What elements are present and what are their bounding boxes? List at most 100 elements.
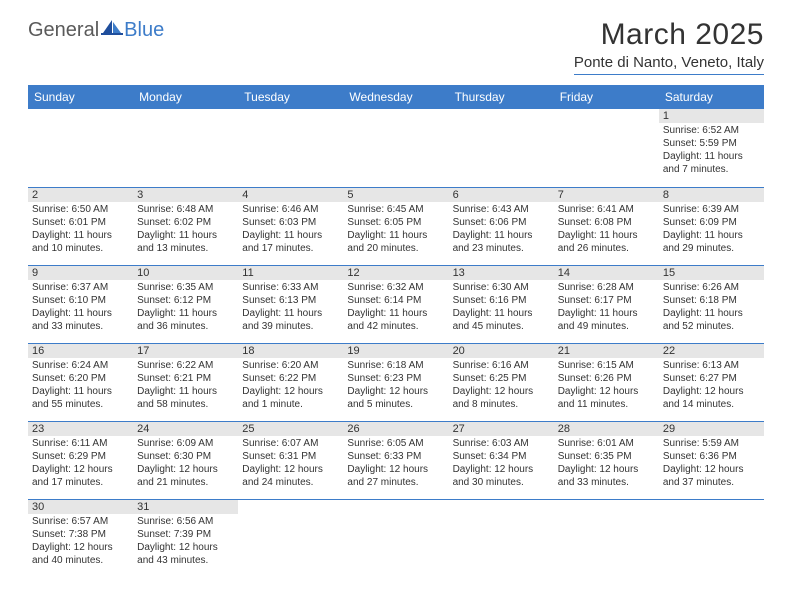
sunset-text: Sunset: 6:34 PM	[453, 450, 550, 463]
day-details: Sunrise: 6:50 AMSunset: 6:01 PMDaylight:…	[28, 202, 133, 257]
day-number: 18	[238, 344, 343, 358]
day-details: Sunrise: 6:13 AMSunset: 6:27 PMDaylight:…	[659, 358, 764, 413]
calendar-cell: .	[238, 109, 343, 187]
title-block: March 2025 Ponte di Nanto, Veneto, Italy	[574, 18, 764, 75]
sunset-text: Sunset: 6:35 PM	[558, 450, 655, 463]
daylight-text: Daylight: 12 hours and 14 minutes.	[663, 385, 760, 411]
daylight-text: Daylight: 12 hours and 8 minutes.	[453, 385, 550, 411]
daylight-text: Daylight: 12 hours and 37 minutes.	[663, 463, 760, 489]
sunset-text: Sunset: 6:16 PM	[453, 294, 550, 307]
calendar-cell: 14Sunrise: 6:28 AMSunset: 6:17 PMDayligh…	[554, 265, 659, 343]
day-details: Sunrise: 6:01 AMSunset: 6:35 PMDaylight:…	[554, 436, 659, 491]
day-details: Sunrise: 6:32 AMSunset: 6:14 PMDaylight:…	[343, 280, 448, 335]
sunrise-text: Sunrise: 6:15 AM	[558, 359, 655, 372]
day-number: 25	[238, 422, 343, 436]
logo-text-blue: Blue	[124, 19, 164, 42]
day-number: 28	[554, 422, 659, 436]
day-number: 30	[28, 500, 133, 514]
calendar-table: SundayMondayTuesdayWednesdayThursdayFrid…	[28, 85, 764, 577]
day-details: Sunrise: 6:15 AMSunset: 6:26 PMDaylight:…	[554, 358, 659, 413]
sunrise-text: Sunrise: 6:57 AM	[32, 515, 129, 528]
sunrise-text: Sunrise: 6:46 AM	[242, 203, 339, 216]
sunset-text: Sunset: 6:12 PM	[137, 294, 234, 307]
day-number: 17	[133, 344, 238, 358]
day-number: 19	[343, 344, 448, 358]
sunset-text: Sunset: 5:59 PM	[663, 137, 760, 150]
calendar-week-row: ......1Sunrise: 6:52 AMSunset: 5:59 PMDa…	[28, 109, 764, 187]
day-number: 8	[659, 188, 764, 202]
calendar-cell: .	[133, 109, 238, 187]
day-details: Sunrise: 6:57 AMSunset: 7:38 PMDaylight:…	[28, 514, 133, 569]
sunrise-text: Sunrise: 6:05 AM	[347, 437, 444, 450]
daylight-text: Daylight: 12 hours and 11 minutes.	[558, 385, 655, 411]
sunrise-text: Sunrise: 6:16 AM	[453, 359, 550, 372]
day-details: Sunrise: 6:24 AMSunset: 6:20 PMDaylight:…	[28, 358, 133, 413]
sunrise-text: Sunrise: 6:39 AM	[663, 203, 760, 216]
month-title: March 2025	[574, 18, 764, 52]
daylight-text: Daylight: 11 hours and 52 minutes.	[663, 307, 760, 333]
sunset-text: Sunset: 6:05 PM	[347, 216, 444, 229]
calendar-cell: .	[449, 499, 554, 577]
weekday-header: Monday	[133, 85, 238, 109]
daylight-text: Daylight: 11 hours and 49 minutes.	[558, 307, 655, 333]
day-number: 31	[133, 500, 238, 514]
day-details: Sunrise: 6:35 AMSunset: 6:12 PMDaylight:…	[133, 280, 238, 335]
day-number: 13	[449, 266, 554, 280]
calendar-cell: 22Sunrise: 6:13 AMSunset: 6:27 PMDayligh…	[659, 343, 764, 421]
day-details: Sunrise: 6:05 AMSunset: 6:33 PMDaylight:…	[343, 436, 448, 491]
calendar-cell: 7Sunrise: 6:41 AMSunset: 6:08 PMDaylight…	[554, 187, 659, 265]
calendar-cell: 18Sunrise: 6:20 AMSunset: 6:22 PMDayligh…	[238, 343, 343, 421]
calendar-cell: 13Sunrise: 6:30 AMSunset: 6:16 PMDayligh…	[449, 265, 554, 343]
daylight-text: Daylight: 11 hours and 33 minutes.	[32, 307, 129, 333]
calendar-cell: 9Sunrise: 6:37 AMSunset: 6:10 PMDaylight…	[28, 265, 133, 343]
sunrise-text: Sunrise: 5:59 AM	[663, 437, 760, 450]
day-number: 27	[449, 422, 554, 436]
sunset-text: Sunset: 6:06 PM	[453, 216, 550, 229]
sunset-text: Sunset: 6:26 PM	[558, 372, 655, 385]
sunset-text: Sunset: 6:20 PM	[32, 372, 129, 385]
day-number: 5	[343, 188, 448, 202]
sunset-text: Sunset: 6:31 PM	[242, 450, 339, 463]
calendar-cell: 30Sunrise: 6:57 AMSunset: 7:38 PMDayligh…	[28, 499, 133, 577]
day-number: 4	[238, 188, 343, 202]
sunset-text: Sunset: 6:21 PM	[137, 372, 234, 385]
day-number: 22	[659, 344, 764, 358]
sunrise-text: Sunrise: 6:35 AM	[137, 281, 234, 294]
daylight-text: Daylight: 11 hours and 20 minutes.	[347, 229, 444, 255]
day-details: Sunrise: 6:41 AMSunset: 6:08 PMDaylight:…	[554, 202, 659, 257]
calendar-cell: 8Sunrise: 6:39 AMSunset: 6:09 PMDaylight…	[659, 187, 764, 265]
sunset-text: Sunset: 6:14 PM	[347, 294, 444, 307]
calendar-week-row: 9Sunrise: 6:37 AMSunset: 6:10 PMDaylight…	[28, 265, 764, 343]
calendar-cell: 31Sunrise: 6:56 AMSunset: 7:39 PMDayligh…	[133, 499, 238, 577]
calendar-cell: .	[554, 109, 659, 187]
calendar-cell: 26Sunrise: 6:05 AMSunset: 6:33 PMDayligh…	[343, 421, 448, 499]
sunset-text: Sunset: 6:17 PM	[558, 294, 655, 307]
sunrise-text: Sunrise: 6:11 AM	[32, 437, 129, 450]
daylight-text: Daylight: 11 hours and 7 minutes.	[663, 150, 760, 176]
location: Ponte di Nanto, Veneto, Italy	[574, 54, 764, 75]
day-details: Sunrise: 6:18 AMSunset: 6:23 PMDaylight:…	[343, 358, 448, 413]
day-number: 10	[133, 266, 238, 280]
day-number: 1	[659, 109, 764, 123]
calendar-cell: 25Sunrise: 6:07 AMSunset: 6:31 PMDayligh…	[238, 421, 343, 499]
day-number: 6	[449, 188, 554, 202]
daylight-text: Daylight: 11 hours and 39 minutes.	[242, 307, 339, 333]
calendar-cell: 1Sunrise: 6:52 AMSunset: 5:59 PMDaylight…	[659, 109, 764, 187]
weekday-header: Sunday	[28, 85, 133, 109]
sunset-text: Sunset: 6:13 PM	[242, 294, 339, 307]
day-number: 2	[28, 188, 133, 202]
calendar-cell: 10Sunrise: 6:35 AMSunset: 6:12 PMDayligh…	[133, 265, 238, 343]
calendar-cell: .	[449, 109, 554, 187]
sunrise-text: Sunrise: 6:13 AM	[663, 359, 760, 372]
weekday-header: Friday	[554, 85, 659, 109]
day-details: Sunrise: 6:03 AMSunset: 6:34 PMDaylight:…	[449, 436, 554, 491]
day-details: Sunrise: 6:43 AMSunset: 6:06 PMDaylight:…	[449, 202, 554, 257]
day-number: 20	[449, 344, 554, 358]
calendar-cell: 28Sunrise: 6:01 AMSunset: 6:35 PMDayligh…	[554, 421, 659, 499]
day-details: Sunrise: 6:30 AMSunset: 6:16 PMDaylight:…	[449, 280, 554, 335]
sunset-text: Sunset: 6:25 PM	[453, 372, 550, 385]
sunrise-text: Sunrise: 6:03 AM	[453, 437, 550, 450]
calendar-body: ......1Sunrise: 6:52 AMSunset: 5:59 PMDa…	[28, 109, 764, 577]
day-number: 16	[28, 344, 133, 358]
calendar-cell: 16Sunrise: 6:24 AMSunset: 6:20 PMDayligh…	[28, 343, 133, 421]
